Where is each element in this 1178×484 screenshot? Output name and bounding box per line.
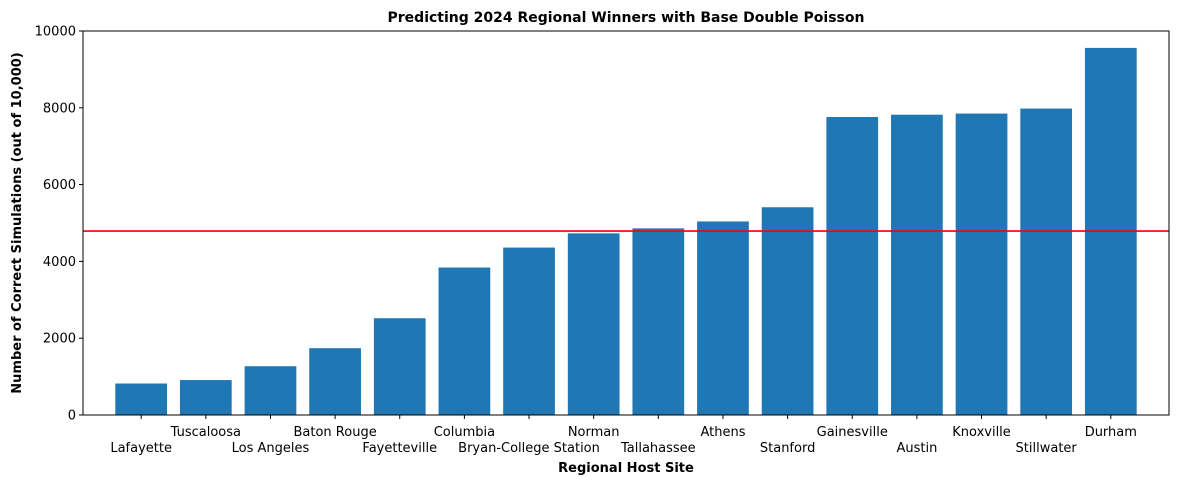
plot-area: 0 2000 4000 6000 8000 10000 LafayetteTuscaloos… (35, 25, 1170, 456)
bar (373, 318, 426, 415)
y-axis-label: Number of Correct Simulations (out of 10… (10, 52, 25, 393)
plot-frame (82, 30, 1170, 416)
bar (115, 383, 168, 415)
x-tick-label: Columbia (434, 425, 495, 440)
bar (761, 207, 814, 415)
x-tick-label: Bryan-College Station (458, 441, 600, 456)
y-tick-label: 4000 (43, 255, 76, 270)
bar (438, 267, 491, 415)
x-tick-label: Athens (700, 425, 745, 440)
y-tick-label: 6000 (43, 178, 76, 193)
bar (891, 114, 943, 415)
x-tick-label: Norman (568, 425, 620, 440)
x-tick-label: Stanford (760, 441, 815, 456)
x-tick-label: Durham (1085, 425, 1137, 440)
x-tick-label: Knoxville (952, 425, 1011, 440)
x-tick-label: Austin (896, 441, 937, 456)
bar (309, 348, 361, 415)
x-tick-label: Tuscaloosa (170, 425, 241, 440)
y-tick-label: 0 (68, 409, 76, 424)
x-tick-label: Baton Rouge (294, 425, 377, 440)
bar (955, 113, 1008, 415)
bar (1020, 108, 1073, 416)
x-tick-label: Stillwater (1016, 441, 1078, 456)
x-tick-label: Tallahassee (620, 441, 696, 456)
bar (244, 366, 297, 415)
y-tick-label: 2000 (43, 332, 76, 347)
x-axis-label: Regional Host Site (558, 461, 694, 476)
x-tick-label: Fayetteville (362, 441, 437, 456)
x-tick-label: Gainesville (817, 425, 888, 440)
y-tick-label: 10000 (35, 25, 76, 40)
x-tick-label: Lafayette (110, 441, 172, 456)
bar (503, 247, 555, 415)
bar (632, 228, 685, 415)
x-tick-label: Los Angeles (232, 441, 310, 456)
bar (179, 380, 232, 415)
y-tick-label: 8000 (43, 101, 76, 116)
bar (567, 233, 620, 415)
bar (697, 221, 749, 415)
bar (826, 117, 879, 416)
chart-title: Predicting 2024 Regional Winners with Ba… (388, 10, 865, 26)
